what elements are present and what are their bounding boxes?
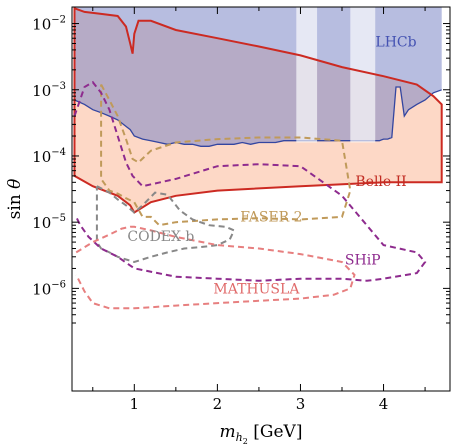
region-labels: LHCb Belle II FASER 2 CODEX b SHiP MATHUSLA [127,35,416,298]
y-tick-label: 10−6 [32,279,66,298]
x-tick-label: 4 [379,395,389,413]
plot-frame [71,6,451,392]
series-faser-2 [100,84,352,227]
plot-area [73,7,443,310]
series-mathusla [75,225,356,310]
axis-ticks: 1 2 3 4 10−6 10−5 10−4 10−3 10−2 [32,7,450,413]
label-faser-2: FASER 2 [240,210,302,226]
label-mathusla: MATHUSLA [213,282,300,298]
series-belle-ii-edge [73,7,443,214]
label-ship: SHiP [345,252,381,268]
y-tick-label: 10−3 [32,81,66,100]
x-tick-label: 3 [296,395,306,413]
y-axis-label: sin θ [5,179,25,220]
y-tick-label: 10−5 [32,213,66,232]
series-lhcb-edge [74,86,442,147]
x-tick-label: 1 [130,395,140,413]
label-lhcb: LHCb [375,35,416,51]
series-lhcb-area [74,7,442,147]
lhcb-gap-2 [350,7,376,143]
x-tick-label: 2 [213,395,223,413]
series-codex-b [95,185,236,264]
x-axis-label: mh2 [GeV] [220,422,303,446]
lhcb-gap-1 [296,7,318,143]
y-tick-label: 10−4 [32,147,66,166]
y-tick-label: 10−2 [32,15,66,34]
label-belle-ii: Belle II [355,174,406,190]
label-codex-b: CODEX b [127,229,194,245]
series-ship [73,80,427,282]
